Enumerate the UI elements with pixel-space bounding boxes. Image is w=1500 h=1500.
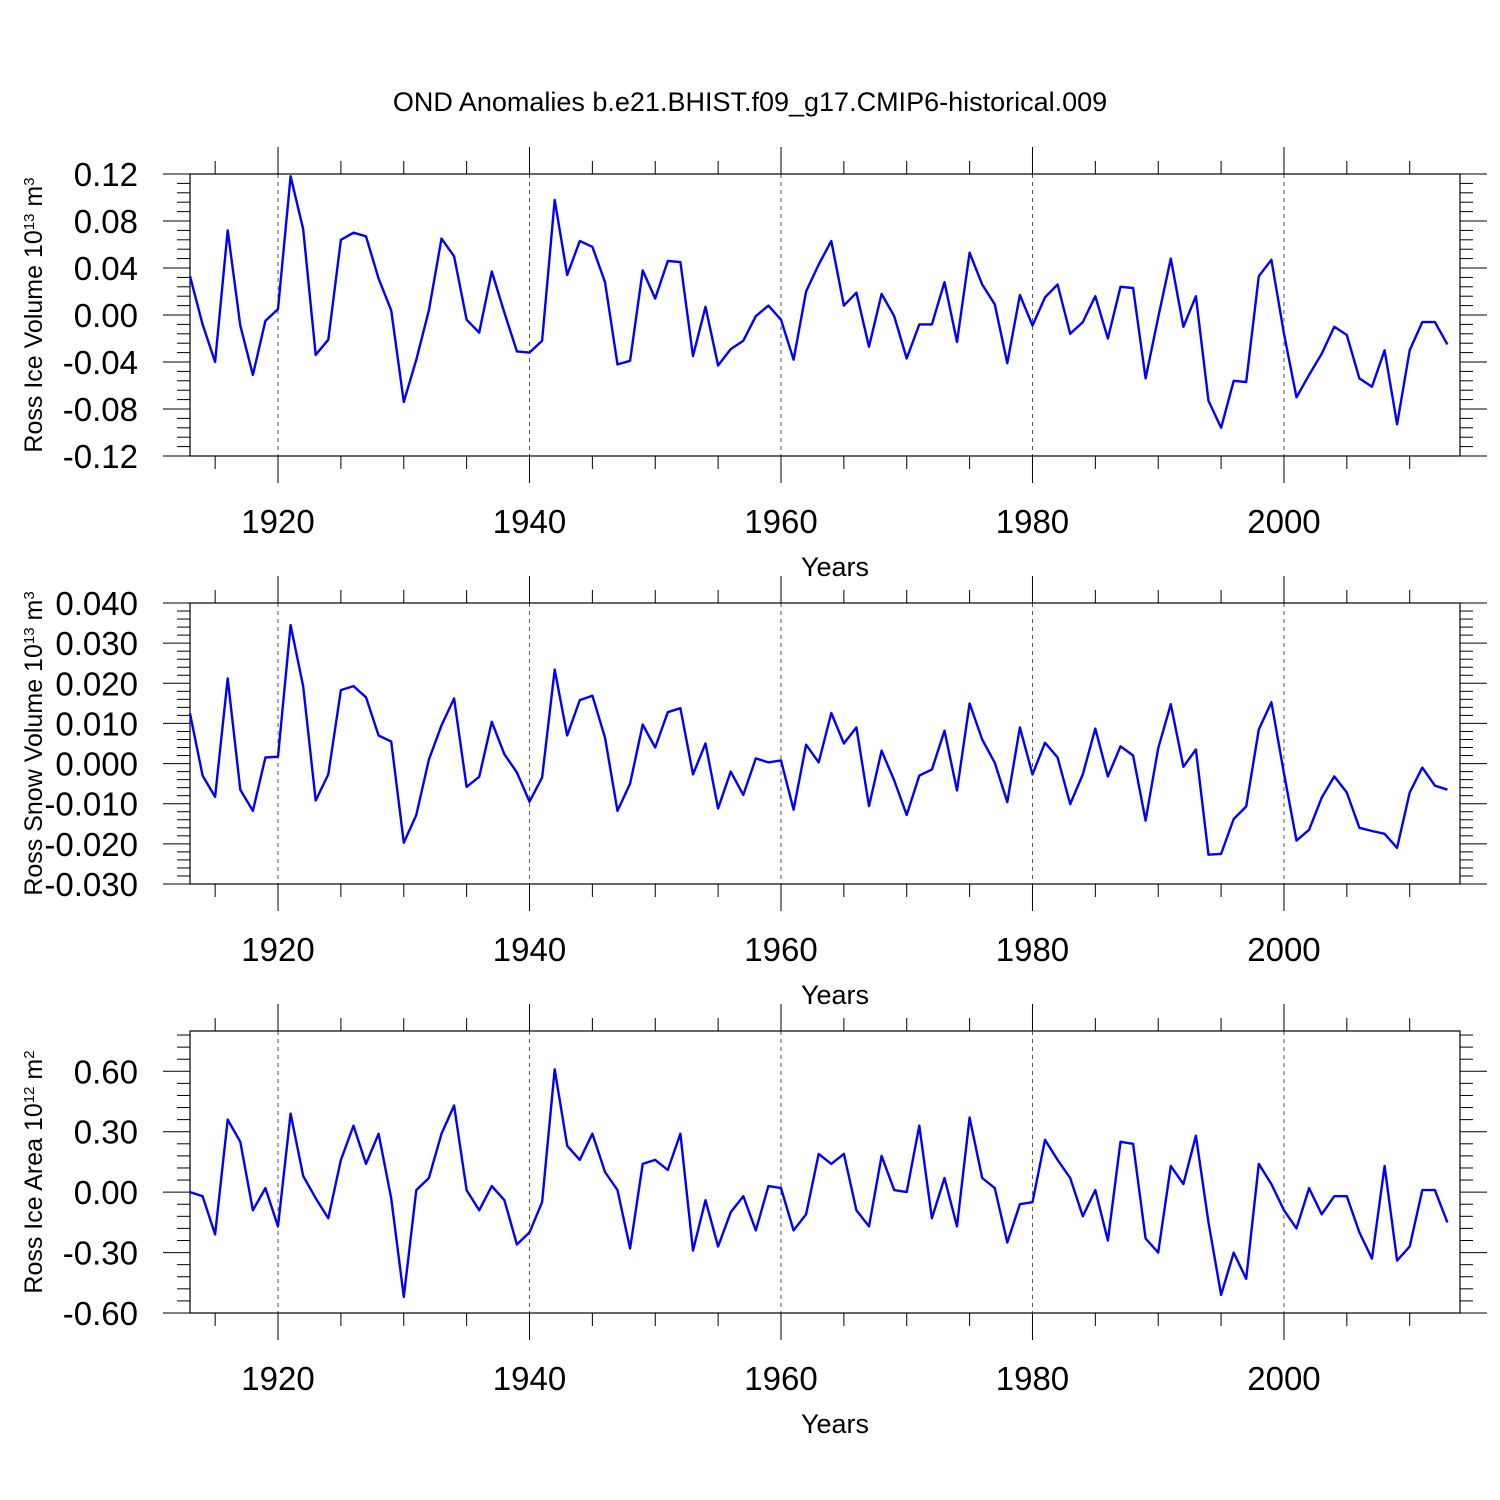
y-tick-label: 0.04 xyxy=(74,250,138,287)
y-tick-label: -0.04 xyxy=(63,344,138,381)
x-tick-label: 1980 xyxy=(996,503,1069,540)
y-tick-label: 0.08 xyxy=(74,203,138,240)
x-tick-label: 1940 xyxy=(493,1360,566,1397)
plot-frame xyxy=(189,173,1461,457)
x-tick-label: 1940 xyxy=(493,931,566,968)
y-axis-label-exp: 12 xyxy=(21,1087,38,1104)
x-tick-label: 1960 xyxy=(744,931,817,968)
series-line xyxy=(188,623,1448,856)
y-axis-label-exp: 13 xyxy=(21,214,38,231)
x-axis-label: Years xyxy=(801,552,869,582)
y-axis-label-unit_exp: 3 xyxy=(21,591,38,599)
x-tick-label: 2000 xyxy=(1247,931,1320,968)
y-axis-label-text: Ross Ice Area 10 xyxy=(20,1103,48,1293)
y-tick-label: 0.30 xyxy=(74,1114,138,1151)
y-axis-label-text: Ross Snow Volume 10 xyxy=(20,644,48,896)
x-tick-label: 2000 xyxy=(1247,503,1320,540)
chart-panel-1: -0.12 -0.08 -0.04 0.00 0.04 0.08 0.12 1920 1940 1… xyxy=(20,147,1487,582)
y-tick-label: -0.30 xyxy=(63,1235,138,1272)
x-tick-label: 1980 xyxy=(996,931,1069,968)
series-line xyxy=(189,1068,1449,1299)
x-tick-label: 1920 xyxy=(241,1360,314,1397)
x-axis-label: Years xyxy=(801,1409,869,1439)
y-axis-label-unit: m xyxy=(20,1059,48,1087)
chart-title: OND Anomalies b.e21.BHIST.f09_g17.CMIP6-… xyxy=(393,87,1107,117)
y-axis-label-text: Ross Ice Volume 10 xyxy=(20,230,48,452)
y-tick-label: 0.010 xyxy=(55,705,138,742)
y-tick-label: -0.020 xyxy=(44,826,138,863)
y-tick-label: -0.030 xyxy=(44,866,138,903)
y-axis-label-unit_exp: 3 xyxy=(21,177,38,185)
y-tick-label: -0.60 xyxy=(63,1295,138,1332)
y-axis-label-unit_exp: 2 xyxy=(21,1050,38,1058)
y-tick-label: 0.000 xyxy=(55,746,138,783)
y-tick-label: 0.12 xyxy=(74,156,138,193)
chart-panels: -0.12 -0.08 -0.04 0.00 0.04 0.08 0.12 1920 1940 1… xyxy=(20,147,1487,1439)
y-axis-label: Ross Ice Volume 1013 m3 xyxy=(20,177,48,452)
x-tick-label: 1920 xyxy=(241,931,314,968)
y-axis-label-unit: m xyxy=(20,186,48,214)
x-tick-label: 1960 xyxy=(744,1360,817,1397)
x-tick-label: 2000 xyxy=(1247,1360,1320,1397)
y-tick-label: 0.020 xyxy=(55,665,138,702)
chart-panel-3: -0.60 -0.30 0.00 0.30 0.60 1920 1940 1960 1980 20… xyxy=(20,1004,1487,1439)
x-tick-label: 1960 xyxy=(744,503,817,540)
y-tick-label: 0.00 xyxy=(74,1174,138,1211)
y-tick-label: -0.12 xyxy=(63,438,138,475)
y-tick-label: 0.040 xyxy=(55,585,138,622)
plot-frame xyxy=(189,602,1461,885)
y-tick-label: 0.030 xyxy=(55,625,138,662)
x-tick-label: 1920 xyxy=(241,503,314,540)
x-tick-label: 1980 xyxy=(996,1360,1069,1397)
y-axis-label-exp: 13 xyxy=(21,627,38,644)
y-tick-label: 0.60 xyxy=(74,1053,138,1090)
y-axis-label: Ross Ice Area 1012 m2 xyxy=(20,1050,48,1293)
y-axis-label-unit: m xyxy=(20,600,48,628)
y-tick-label: 0.00 xyxy=(74,297,138,334)
x-axis-label: Years xyxy=(801,980,869,1010)
series-line xyxy=(188,175,1449,429)
y-axis-label: Ross Snow Volume 1013 m3 xyxy=(20,591,48,895)
y-tick-label: -0.010 xyxy=(44,786,138,823)
plot-frame xyxy=(189,1030,1461,1314)
y-tick-label: -0.08 xyxy=(63,391,138,428)
x-tick-label: 1940 xyxy=(493,503,566,540)
